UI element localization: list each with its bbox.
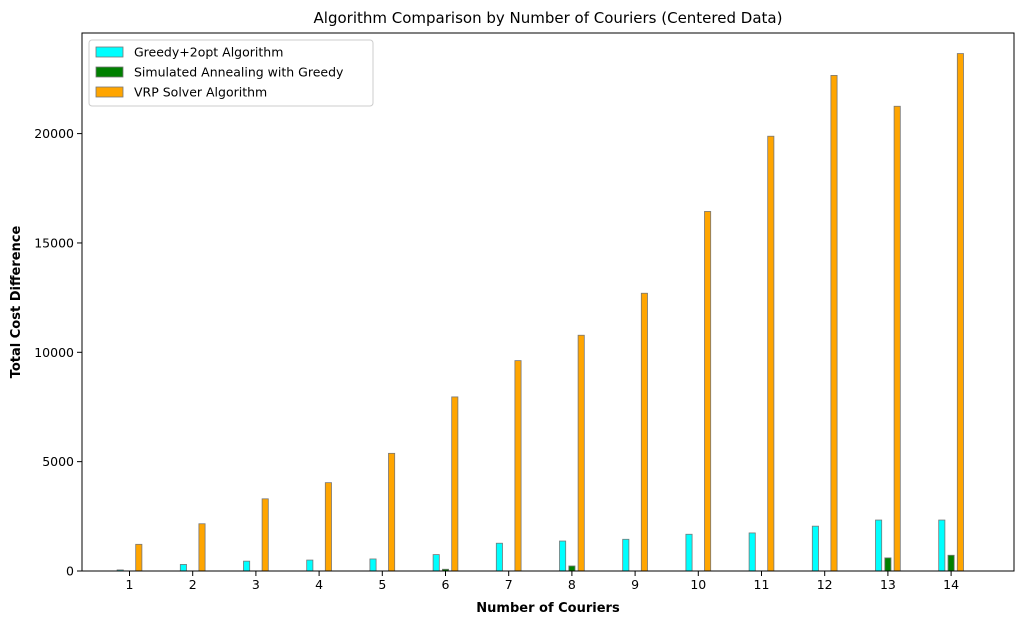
x-tick-label: 10 bbox=[690, 577, 706, 592]
x-tick-label: 3 bbox=[252, 577, 260, 592]
x-tick-label: 9 bbox=[631, 577, 639, 592]
y-tick-label: 15000 bbox=[34, 235, 74, 250]
y-axis-title: Total Cost Difference bbox=[9, 226, 24, 379]
bar bbox=[811, 525, 819, 572]
x-tick-label: 6 bbox=[442, 577, 450, 592]
y-tick-label: 5000 bbox=[42, 454, 74, 469]
bar bbox=[306, 559, 314, 572]
bar bbox=[179, 564, 187, 572]
bar bbox=[748, 532, 756, 572]
bar bbox=[767, 135, 775, 572]
x-axis-title: Number of Couriers bbox=[476, 601, 620, 616]
bar bbox=[243, 560, 251, 572]
bar bbox=[388, 452, 396, 572]
legend-label: VRP Solver Algorithm bbox=[134, 85, 267, 100]
bar bbox=[432, 554, 440, 572]
x-tick-label: 7 bbox=[505, 577, 513, 592]
bar bbox=[938, 519, 946, 572]
x-tick-label: 13 bbox=[880, 577, 896, 592]
x-tick-label: 8 bbox=[568, 577, 576, 592]
bar bbox=[568, 565, 576, 572]
bar bbox=[875, 519, 883, 572]
x-tick-label: 11 bbox=[754, 577, 770, 592]
bar bbox=[451, 396, 459, 572]
bar bbox=[514, 360, 522, 572]
bar bbox=[495, 542, 503, 572]
bar bbox=[559, 540, 567, 572]
legend-swatch bbox=[95, 46, 124, 58]
legend-swatch bbox=[95, 66, 124, 78]
bar bbox=[135, 543, 143, 572]
bar bbox=[685, 533, 693, 572]
x-tick-label: 2 bbox=[189, 577, 197, 592]
bar bbox=[198, 523, 206, 572]
y-tick-label: 20000 bbox=[34, 126, 74, 141]
plot-frame bbox=[81, 32, 1015, 572]
bar bbox=[324, 482, 332, 572]
legend-label: Simulated Annealing with Greedy bbox=[134, 65, 344, 80]
chart-title: Algorithm Comparison by Number of Courie… bbox=[314, 9, 783, 27]
y-tick-label: 0 bbox=[66, 564, 74, 579]
x-tick-label: 4 bbox=[315, 577, 323, 592]
bar bbox=[704, 211, 712, 572]
bar bbox=[947, 554, 955, 572]
bar bbox=[577, 334, 585, 572]
legend-swatch bbox=[95, 86, 124, 98]
x-tick-label: 14 bbox=[943, 577, 959, 592]
bar bbox=[622, 538, 630, 572]
legend: Greedy+2opt Algorithm Simulated Annealing… bbox=[88, 39, 374, 107]
bar bbox=[956, 53, 964, 572]
x-tick-label: 5 bbox=[378, 577, 386, 592]
bar bbox=[369, 558, 377, 572]
bar bbox=[640, 292, 648, 572]
bar bbox=[261, 498, 269, 572]
x-tick-label: 12 bbox=[817, 577, 833, 592]
bar bbox=[893, 105, 901, 572]
legend-label: Greedy+2opt Algorithm bbox=[134, 45, 283, 60]
bar bbox=[884, 557, 892, 572]
bar bbox=[830, 75, 838, 572]
y-tick-label: 10000 bbox=[34, 345, 74, 360]
legend-box bbox=[88, 39, 374, 107]
x-tick-label: 1 bbox=[126, 577, 134, 592]
